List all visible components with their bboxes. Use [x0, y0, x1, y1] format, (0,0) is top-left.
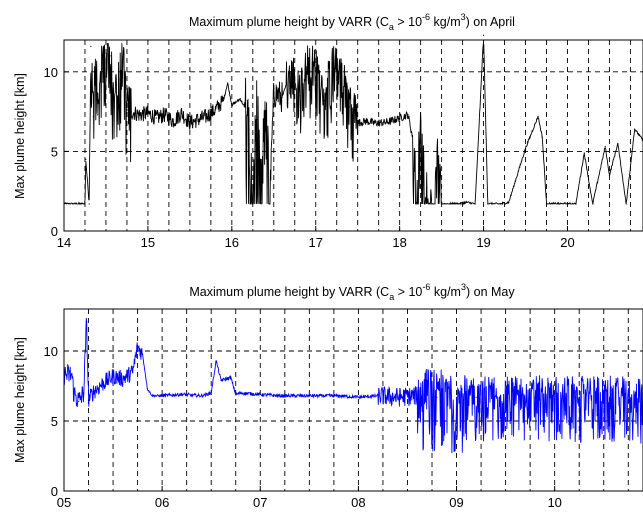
x-tick-label: 17 [309, 235, 323, 250]
april-y-axis-label: Max plume height [km] [13, 73, 27, 199]
x-tick-label: 07 [253, 495, 267, 510]
y-tick-label: 5 [51, 144, 58, 159]
plot-frame [63, 39, 643, 232]
x-tick-label: 05 [57, 495, 71, 510]
april-data [63, 34, 643, 206]
april-axes: 14 15 16 17 18 19 20 0 5 10 [44, 39, 643, 250]
may-y-axis-label: Max plume height [km] [13, 337, 27, 463]
y-tick-label: 10 [44, 344, 58, 359]
x-tick-label: 18 [392, 235, 406, 250]
april-chart: Maximum plume height by VARR (Ca > 10-6 … [13, 12, 643, 250]
may-chart-title: Maximum plume height by VARR (Ca > 10-6 … [189, 282, 515, 302]
x-tick-label: 20 [560, 235, 574, 250]
y-tick-label: 10 [44, 65, 58, 80]
x-tick-label: 08 [351, 495, 365, 510]
y-tick-label: 0 [51, 224, 58, 239]
x-tick-label: 15 [141, 235, 155, 250]
x-tick-label: 16 [225, 235, 239, 250]
series-line [63, 317, 643, 454]
y-tick-label: 0 [51, 484, 58, 499]
x-tick-label: 09 [449, 495, 463, 510]
may-chart: Maximum plume height by VARR (Ca > 10-6 … [13, 282, 643, 510]
x-tick-label: 14 [57, 235, 71, 250]
may-data [63, 317, 643, 454]
y-tick-label: 5 [51, 414, 58, 429]
x-tick-label: 10 [547, 495, 561, 510]
april-chart-title: Maximum plume height by VARR (Ca > 10-6 … [189, 12, 515, 32]
series-line [63, 43, 643, 206]
plot-frame [63, 308, 643, 492]
x-tick-label: 19 [476, 235, 490, 250]
x-tick-label: 06 [155, 495, 169, 510]
